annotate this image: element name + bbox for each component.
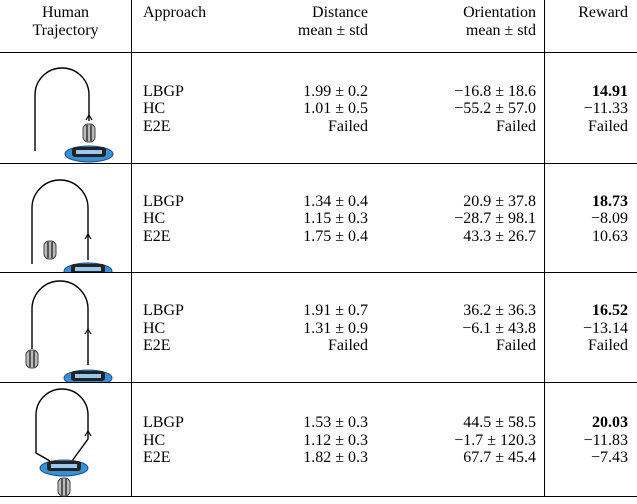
metric-value: 10.63	[548, 228, 628, 246]
metric-value: −7.43	[548, 449, 628, 467]
metric-value: Failed	[548, 337, 628, 355]
approach: E2E	[143, 228, 233, 246]
header-line: Reward	[548, 4, 628, 22]
approach: HC	[143, 432, 233, 450]
icon-part	[44, 241, 56, 259]
header-line: Distance	[240, 4, 368, 22]
metric-value: 1.34 ± 0.4	[240, 193, 368, 211]
metric-value: −11.33	[548, 100, 628, 118]
page: HumanTrajectoryApproachDistancemean ± st…	[0, 0, 637, 504]
approach: LBGP	[143, 193, 233, 211]
metric-value: 20.9 ± 37.8	[380, 193, 536, 211]
approach: HC	[143, 320, 233, 338]
cell-column: 20.03−11.83−7.43	[548, 414, 628, 467]
trajectory-figure	[0, 164, 130, 273]
approach: HC	[143, 100, 233, 118]
metric-value: Failed	[380, 337, 536, 355]
icon-part	[58, 478, 70, 496]
column-header: Orientationmean ± std	[380, 4, 536, 40]
approach: E2E	[143, 449, 233, 467]
metric-value: 16.52	[548, 302, 628, 320]
metric-value: 43.3 ± 26.7	[380, 228, 536, 246]
metric-value: Failed	[240, 337, 368, 355]
header-line: mean ± std	[380, 22, 536, 40]
column-header: Approach	[143, 4, 233, 22]
approach: LBGP	[143, 302, 233, 320]
metric-value: −55.2 ± 57.0	[380, 100, 536, 118]
metric-value: −16.8 ± 18.6	[380, 83, 536, 101]
metric-value: Failed	[240, 118, 368, 136]
metric-value: 1.53 ± 0.3	[240, 414, 368, 432]
metric-value: −1.7 ± 120.3	[380, 432, 536, 450]
icon-part	[26, 350, 38, 368]
metric-value: −28.7 ± 98.1	[380, 210, 536, 228]
icon-part	[51, 464, 77, 468]
header-line: Trajectory	[0, 22, 131, 40]
metric-value: −13.14	[548, 320, 628, 338]
metric-value: 1.75 ± 0.4	[240, 228, 368, 246]
trajectory-path	[35, 68, 89, 151]
metric-value: 14.91	[548, 83, 628, 101]
icon-part	[75, 267, 101, 271]
trajectory-path	[32, 180, 88, 264]
approach: LBGP	[143, 83, 233, 101]
metric-value: Failed	[380, 118, 536, 136]
metric-value: −8.09	[548, 210, 628, 228]
metric-value: −6.1 ± 43.8	[380, 320, 536, 338]
approach: E2E	[143, 337, 233, 355]
metric-value: Failed	[548, 118, 628, 136]
metric-value: 20.03	[548, 414, 628, 432]
icon-part	[83, 124, 95, 142]
metric-value: 1.01 ± 0.5	[240, 100, 368, 118]
metric-value: 36.2 ± 36.3	[380, 302, 536, 320]
header-line: mean ± std	[240, 22, 368, 40]
trajectory-figure	[0, 383, 130, 497]
metric-value: 67.7 ± 45.4	[380, 449, 536, 467]
metric-value: 44.5 ± 58.5	[380, 414, 536, 432]
header-line: Human	[0, 4, 131, 22]
approach: E2E	[143, 118, 233, 136]
metric-value: 18.73	[548, 193, 628, 211]
trajectory-figure	[0, 273, 130, 383]
metric-value: 1.91 ± 0.7	[240, 302, 368, 320]
approach: LBGP	[143, 414, 233, 432]
header-line: Orientation	[380, 4, 536, 22]
metric-value: 1.99 ± 0.2	[240, 83, 368, 101]
icon-part	[76, 150, 102, 154]
approach: HC	[143, 210, 233, 228]
trajectory-path	[32, 281, 88, 365]
trajectory-path	[36, 389, 88, 461]
metric-value: 1.15 ± 0.3	[240, 210, 368, 228]
metric-value: 1.82 ± 0.3	[240, 449, 368, 467]
metric-value: 1.12 ± 0.3	[240, 432, 368, 450]
column-header: Distancemean ± std	[240, 4, 368, 40]
column-header: Reward	[548, 4, 628, 22]
header-line: Approach	[143, 4, 233, 22]
icon-part	[75, 374, 101, 378]
trajectory-figure	[0, 53, 130, 164]
metric-value: 1.31 ± 0.9	[240, 320, 368, 338]
metric-value: −11.83	[548, 432, 628, 450]
